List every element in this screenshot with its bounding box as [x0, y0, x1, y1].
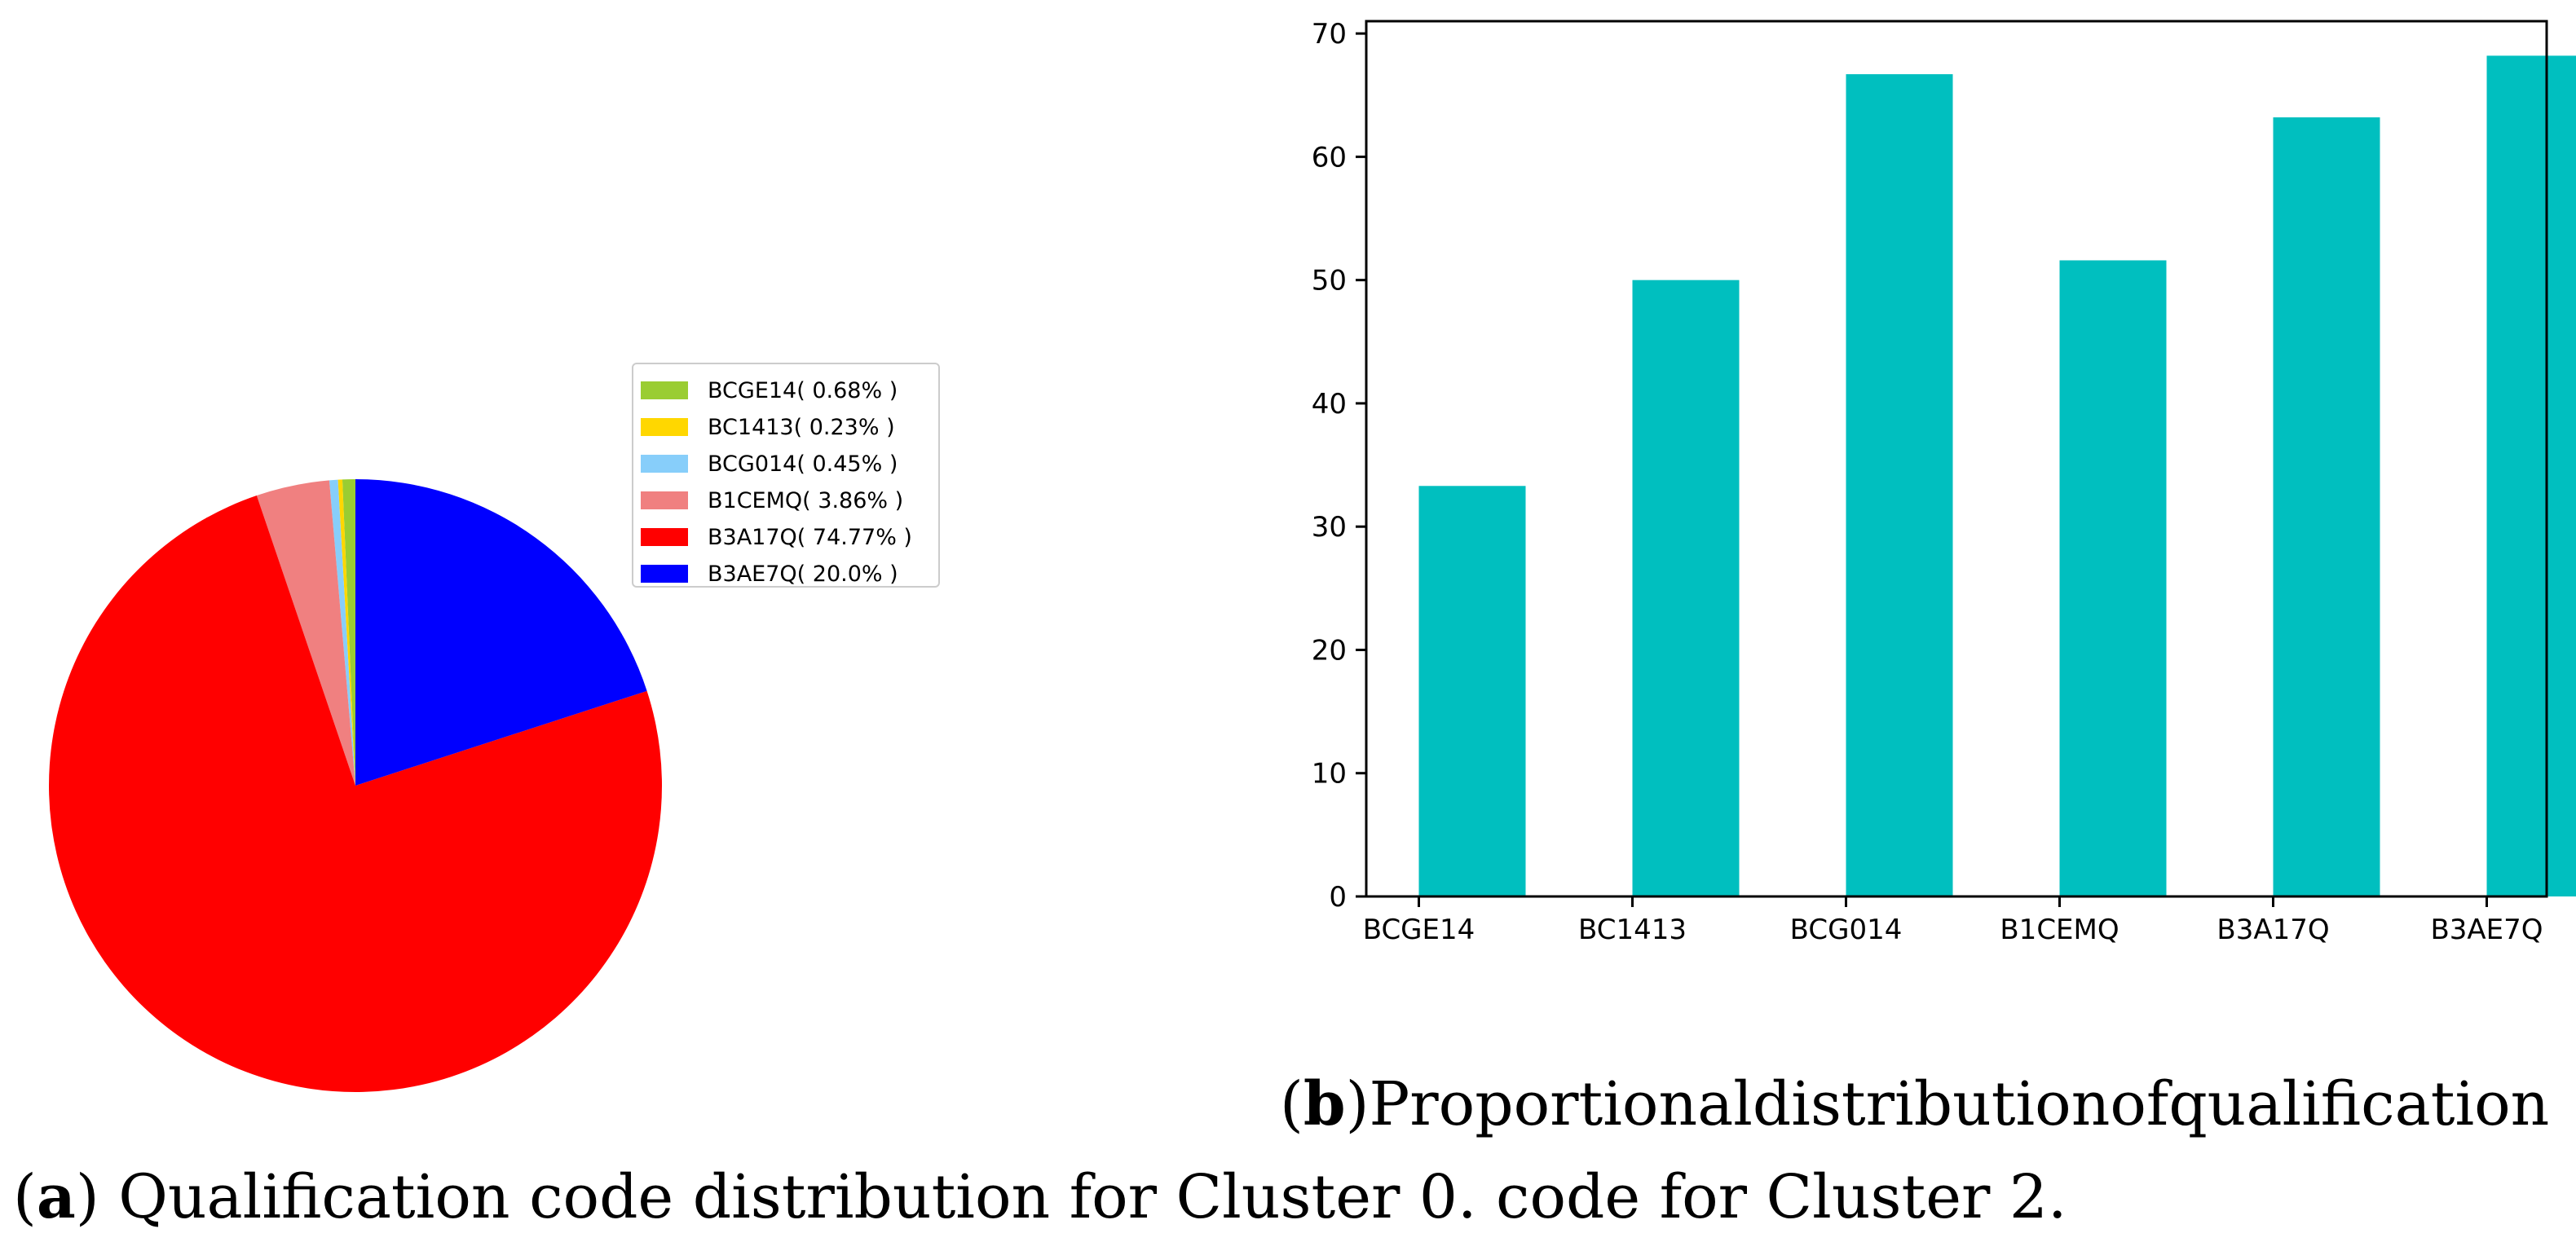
pie-slice-b3a17q — [49, 495, 663, 1093]
legend-label-b1cemq: B1CEMQ( 3.86% ) — [708, 488, 903, 513]
legend-label-b3ae7q: B3AE7Q( 20.0% ) — [708, 562, 898, 587]
pie-legend-frame — [632, 363, 940, 588]
x-tick-label-bc1413: BC1413 — [1578, 914, 1687, 946]
bar-b1cemq — [2059, 260, 2167, 897]
x-tick-label-bcge14: BCGE14 — [1363, 914, 1475, 946]
y-tick-label-70: 70 — [1312, 18, 1347, 51]
pie-legend: BCGE14( 0.68% ) BC1413( 0.23% ) BCG014( 0.… — [632, 363, 940, 588]
pie-slice-b3ae7q — [355, 479, 647, 786]
legend-swatch-bcg014 — [641, 455, 688, 473]
caption-a-text: Qualification code distribution for Clus… — [118, 1162, 2067, 1232]
legend-label-bcg014: BCG014( 0.45% ) — [708, 451, 898, 477]
caption-b-line1: (b) Proportional distribution of qualifi… — [1280, 1069, 2549, 1139]
legend-label-bc1413: BC1413( 0.23% ) — [708, 415, 895, 440]
pie-slice-bcge14 — [342, 479, 355, 786]
caption-b-label-group: (b) — [1280, 1069, 1370, 1139]
x-tick-label-bcg014: BCG014 — [1790, 914, 1903, 946]
caption-b-word-4: qualification — [2168, 1069, 2550, 1139]
legend-swatch-b3a17q — [641, 528, 688, 546]
y-tick-label-40: 40 — [1312, 388, 1347, 421]
bar-bcge14 — [1418, 486, 1526, 896]
y-tick-label-30: 30 — [1312, 511, 1347, 544]
caption-a-label: a — [36, 1162, 76, 1232]
pie-slice-bc1413 — [337, 479, 355, 786]
caption-a: (a) Qualification code distribution for … — [13, 1162, 2067, 1232]
bar-b3ae7q — [2486, 55, 2576, 897]
y-tick-label-0: 0 — [1329, 881, 1347, 914]
caption-b-word-2: distribution — [1752, 1069, 2111, 1139]
legend-label-bcge14: BCGE14( 0.68% ) — [708, 378, 898, 403]
bar-bc1413 — [1632, 280, 1740, 896]
pie-chart — [49, 479, 663, 1093]
legend-swatch-bc1413 — [641, 418, 688, 436]
y-tick-label-10: 10 — [1312, 758, 1347, 791]
legend-swatch-bcge14 — [641, 381, 688, 399]
legend-swatch-b1cemq — [641, 491, 688, 509]
legend-swatch-b3ae7q — [641, 565, 688, 583]
y-tick-label-60: 60 — [1312, 141, 1347, 174]
y-tick-label-20: 20 — [1312, 634, 1347, 667]
plot-frame — [1365, 20, 2548, 898]
bar-chart: 0 10 20 30 40 50 60 70 BCGE14 BC1413 BCG014 B1CEMQ B… — [1312, 18, 2576, 946]
x-tick-label-b3ae7q: B3AE7Q — [2430, 914, 2543, 946]
x-tick-label-b3a17q: B3A17Q — [2217, 914, 2329, 946]
caption-b-word-3: of — [2110, 1069, 2169, 1139]
caption-b-label: b — [1303, 1069, 1346, 1139]
pie-slice-bcg014 — [329, 479, 355, 786]
y-tick-label-50: 50 — [1312, 265, 1347, 297]
bar-bcg014 — [1846, 74, 1953, 897]
x-tick-label-b1cemq: B1CEMQ — [2000, 914, 2119, 946]
caption-b-word-1: Proportional — [1369, 1069, 1753, 1139]
pie-slice-b1cemq — [256, 480, 355, 786]
bar-b3a17q — [2273, 117, 2380, 897]
legend-label-b3a17q: B3A17Q( 74.77% ) — [708, 525, 912, 550]
